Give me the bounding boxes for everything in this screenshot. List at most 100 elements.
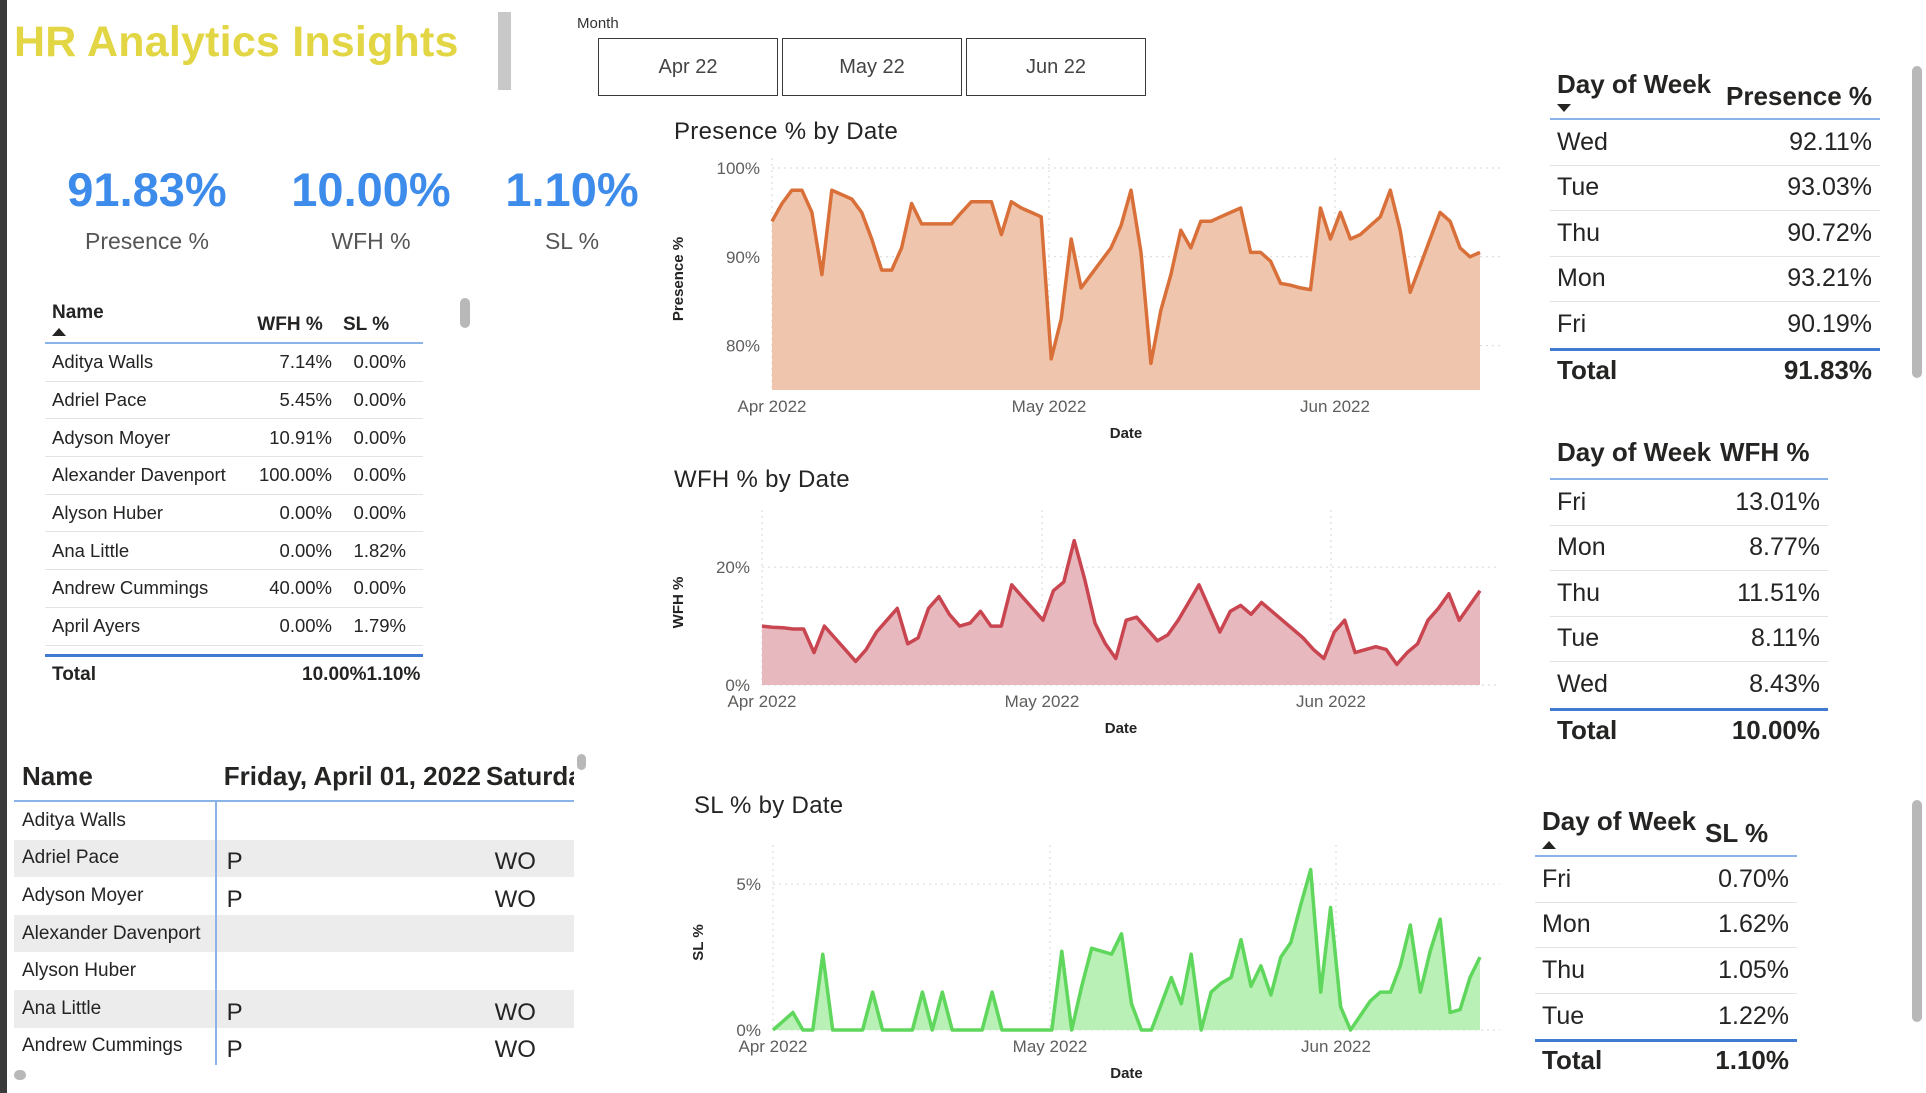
table-row[interactable]: Aditya Walls 7.14% 0.00%: [45, 344, 423, 382]
matrix-employee-name: Andrew Cummings: [14, 1027, 217, 1066]
kpi-sl-label: SL %: [544, 228, 600, 254]
day-of-week: Wed: [1557, 127, 1608, 156]
day-of-week: Fri: [1542, 864, 1572, 893]
wfh-day-header[interactable]: Day of Week: [1557, 437, 1712, 467]
matrix-row[interactable]: Aditya Walls: [14, 802, 574, 840]
x-tick-label: Apr 2022: [739, 1037, 808, 1056]
day-value: 1.22%: [1718, 1001, 1789, 1030]
matrix-header-date-1[interactable]: Friday, April 01, 2022: [223, 760, 481, 791]
presence-value-header[interactable]: Presence %: [1726, 81, 1872, 111]
sl-by-day-table: Day of Week SL % Fri 0.70% Mon 1.62% Thu 1.05…: [1535, 803, 1797, 1079]
x-tick-label: May 2022: [1005, 692, 1080, 711]
matrix-cell-day1: [217, 817, 495, 825]
employee-table-scrollbar[interactable]: [460, 298, 470, 328]
table-row[interactable]: Thu 90.72%: [1550, 211, 1880, 257]
left-rail: [0, 0, 7, 1093]
x-tick-label: Apr 2022: [728, 692, 797, 711]
table-row[interactable]: Adriel Pace 5.45% 0.00%: [45, 382, 423, 420]
matrix-employee-name: Adriel Pace: [14, 839, 217, 878]
employee-name: Alyson Huber: [52, 502, 164, 524]
wfh-value-header[interactable]: WFH %: [1720, 437, 1810, 467]
table-row[interactable]: Thu 1.05%: [1535, 948, 1797, 994]
table-row[interactable]: Mon 8.77%: [1550, 526, 1828, 571]
right-panel-scrollbar-bottom[interactable]: [1912, 800, 1922, 1022]
day-value: 92.11%: [1789, 127, 1872, 156]
employee-sl: 0.00%: [353, 426, 406, 448]
sl-day-header[interactable]: Day of Week: [1535, 806, 1705, 849]
table-row[interactable]: Tue 93.03%: [1550, 166, 1880, 211]
presence-by-date-chart[interactable]: 80% 90% 100% Apr 2022 May 2022 Jun 2022 Date Pr…: [665, 150, 1505, 450]
sl-value-header[interactable]: SL %: [1705, 818, 1769, 848]
employee-total-row: Total 10.00% 1.10%: [45, 653, 423, 694]
column-header-wfh[interactable]: WFH %: [257, 314, 323, 335]
employee-sl: 0.00%: [353, 351, 406, 373]
matrix-scrollbar[interactable]: [577, 754, 586, 770]
table-row[interactable]: Tue 8.11%: [1550, 617, 1828, 662]
day-of-week: Thu: [1557, 578, 1601, 607]
kpi-sl-value: 1.10%: [505, 163, 639, 216]
wfh-by-date-chart[interactable]: 0% 20% Apr 2022 May 2022 Jun 2022 Date WFH %: [665, 500, 1505, 745]
day-value: 90.72%: [1787, 218, 1872, 247]
right-panel-scrollbar-top[interactable]: [1912, 66, 1922, 378]
day-value: 93.21%: [1787, 264, 1872, 293]
table-row[interactable]: Mon 1.62%: [1535, 903, 1797, 948]
y-axis-label: SL %: [690, 924, 707, 960]
table-row[interactable]: Fri 90.19%: [1550, 302, 1880, 348]
table-row[interactable]: Wed 8.43%: [1550, 662, 1828, 708]
day-of-week: Thu: [1542, 955, 1586, 984]
y-tick-label: 20%: [716, 558, 750, 577]
column-header-sl[interactable]: SL %: [343, 314, 390, 335]
month-option-may[interactable]: May 22: [782, 38, 962, 96]
matrix-row[interactable]: Adyson Moyer P WO: [14, 877, 574, 915]
series-area: [773, 869, 1480, 1030]
table-row[interactable]: Tue 1.22%: [1535, 994, 1797, 1040]
employee-sl: 0.00%: [353, 577, 406, 599]
matrix-header-date-2[interactable]: Saturday: [485, 760, 574, 791]
matrix-row[interactable]: Andrew Cummings P WO: [14, 1027, 574, 1066]
matrix-row[interactable]: Ana Little P WO: [14, 989, 574, 1028]
table-row[interactable]: Alexander Davenport 100.00% 0.00%: [45, 457, 423, 495]
employee-name: April Ayers: [52, 615, 141, 637]
matrix-horizontal-scrollbar[interactable]: [14, 1070, 26, 1080]
sl-chart-title: SL % by Date: [694, 792, 844, 819]
matrix-row[interactable]: Alyson Huber: [14, 952, 574, 990]
sl-by-date-chart[interactable]: 0% 5% Apr 2022 May 2022 Jun 2022 Date SL %: [685, 835, 1505, 1090]
matrix-row[interactable]: Adriel Pace P WO: [14, 839, 574, 878]
employee-sl: 0.00%: [353, 389, 406, 411]
employee-wfh: 5.45%: [279, 389, 332, 411]
series-line: [771, 867, 1482, 1032]
series-area: [762, 540, 1480, 685]
table-row[interactable]: Mon 93.21%: [1550, 257, 1880, 302]
sl-total-row: Total 1.10%: [1535, 1039, 1797, 1079]
y-tick-label: 80%: [726, 337, 760, 356]
employee-wfh: 0.00%: [279, 502, 332, 524]
y-tick-label: 90%: [726, 248, 760, 267]
y-tick-label: 100%: [717, 159, 760, 178]
matrix-header-name[interactable]: Name: [22, 760, 93, 791]
employee-sl: 0.00%: [353, 502, 406, 524]
month-option-apr[interactable]: Apr 22: [598, 38, 778, 96]
employee-name: Adyson Moyer: [52, 426, 171, 448]
column-header-name[interactable]: Name: [45, 302, 245, 336]
month-option-jun[interactable]: Jun 22: [966, 38, 1146, 96]
table-row[interactable]: Fri 13.01%: [1550, 480, 1828, 526]
month-slicer-label: Month: [577, 15, 619, 32]
presence-day-header[interactable]: Day of Week: [1550, 69, 1720, 112]
matrix-cell-day2: WO: [494, 848, 536, 876]
table-row[interactable]: Alyson Huber 0.00% 0.00%: [45, 495, 423, 533]
x-tick-label: Jun 2022: [1300, 397, 1370, 416]
table-row[interactable]: April Ayers 0.00% 1.79%: [45, 608, 423, 646]
table-row[interactable]: Ana Little 0.00% 1.82%: [45, 532, 423, 571]
table-row[interactable]: Thu 11.51%: [1550, 571, 1828, 617]
employee-wfh: 40.00%: [269, 577, 332, 599]
table-row[interactable]: Fri 0.70%: [1535, 857, 1797, 903]
x-tick-label: Jun 2022: [1296, 692, 1366, 711]
table-row[interactable]: Wed 92.11%: [1550, 120, 1880, 166]
kpi-presence-value: 91.83%: [67, 163, 227, 216]
table-row[interactable]: Andrew Cummings 40.00% 0.00%: [45, 570, 423, 608]
x-axis-label: Date: [1110, 425, 1143, 442]
employee-sl: 1.79%: [353, 615, 406, 637]
table-row[interactable]: Adyson Moyer 10.91% 0.00%: [45, 419, 423, 458]
day-value: 93.03%: [1787, 173, 1872, 202]
matrix-row[interactable]: Alexander Davenport: [14, 914, 574, 953]
